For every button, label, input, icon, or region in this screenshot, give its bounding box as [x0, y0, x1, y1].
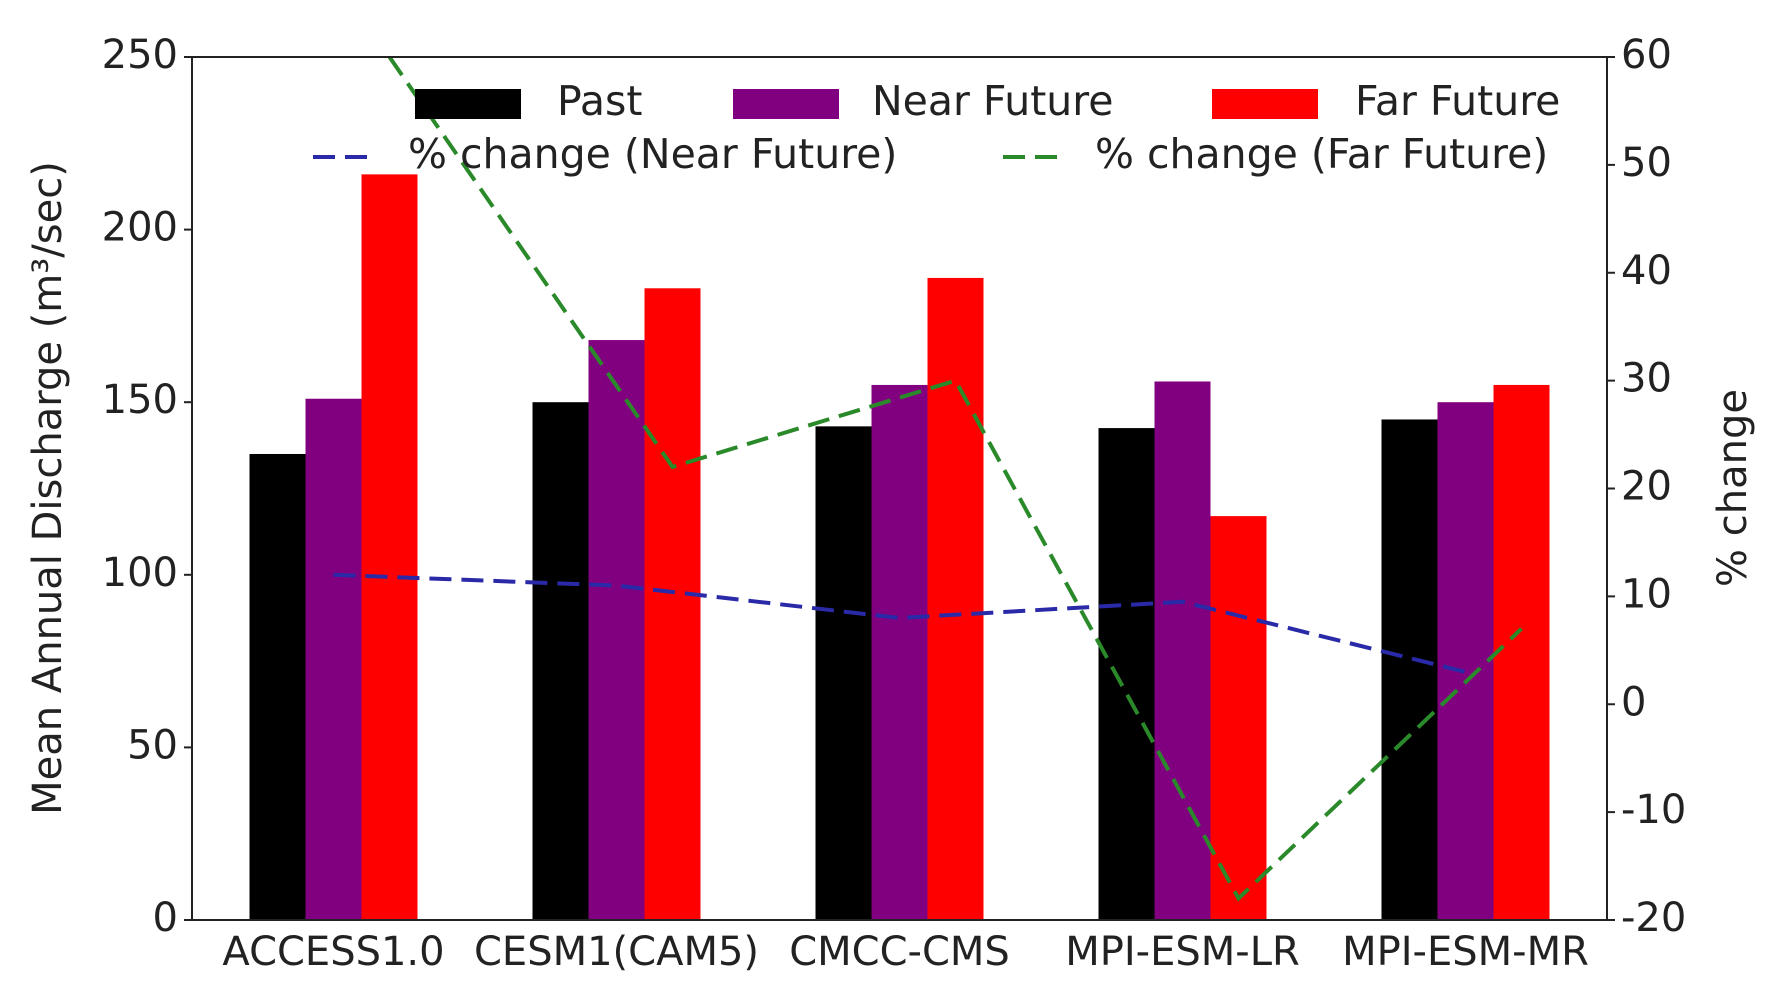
y-tick-label: 0: [153, 895, 178, 941]
y-axis-label: Mean Annual Discharge (m³/sec): [25, 161, 71, 815]
bar: [815, 426, 872, 920]
y2-tick-label: 20: [1621, 464, 1672, 510]
y-tick-label: 150: [102, 377, 178, 423]
x-tick-label: ACCESS1.0: [222, 929, 444, 975]
bar: [1098, 428, 1155, 920]
bar: [927, 277, 984, 921]
bar: [305, 398, 362, 920]
x-tick-label: MPI-ESM-MR: [1342, 929, 1589, 975]
plot-frame: [191, 56, 1608, 921]
y-tick-label: 50: [127, 722, 178, 768]
legend-label: Near Future: [872, 77, 1113, 125]
y2-tick-label: 60: [1621, 32, 1672, 78]
bar: [644, 288, 701, 920]
bar: [1154, 381, 1211, 920]
legend-label: Past: [557, 77, 642, 125]
bar: [532, 402, 589, 920]
bar: [1493, 384, 1550, 920]
bar: [1437, 402, 1494, 920]
x-tick-label: CESM1(CAM5): [474, 929, 759, 975]
legend-label: % change (Near Future): [408, 130, 897, 178]
y2-tick-label: -10: [1621, 787, 1686, 833]
legend-swatch: [415, 89, 521, 119]
legend-label: Far Future: [1355, 77, 1560, 125]
legend-swatch: [733, 89, 839, 119]
line-series: [333, 572, 1466, 674]
y2-tick-label: 40: [1621, 248, 1672, 294]
y2-tick-label: -20: [1621, 895, 1686, 941]
y-tick-label: 100: [102, 550, 178, 596]
bar: [588, 340, 645, 921]
bar: [871, 384, 928, 920]
y2-tick-label: 0: [1621, 679, 1646, 725]
y-tick-label: 200: [102, 205, 178, 251]
bar: [1210, 516, 1267, 920]
bar: [1381, 419, 1438, 920]
x-tick-label: CMCC-CMS: [789, 929, 1010, 975]
y2-axis-label: % change: [1710, 389, 1756, 587]
legend-label: % change (Far Future): [1095, 130, 1548, 178]
line-series: [387, 57, 1523, 902]
y2-tick-label: 50: [1621, 140, 1672, 186]
legend-swatch: [1212, 89, 1318, 119]
bar: [249, 453, 306, 920]
bar: [361, 174, 418, 921]
y2-tick-label: 30: [1621, 356, 1672, 402]
y-tick-label: 250: [102, 32, 178, 78]
y2-tick-label: 10: [1621, 571, 1672, 617]
x-tick-label: MPI-ESM-LR: [1065, 929, 1300, 975]
